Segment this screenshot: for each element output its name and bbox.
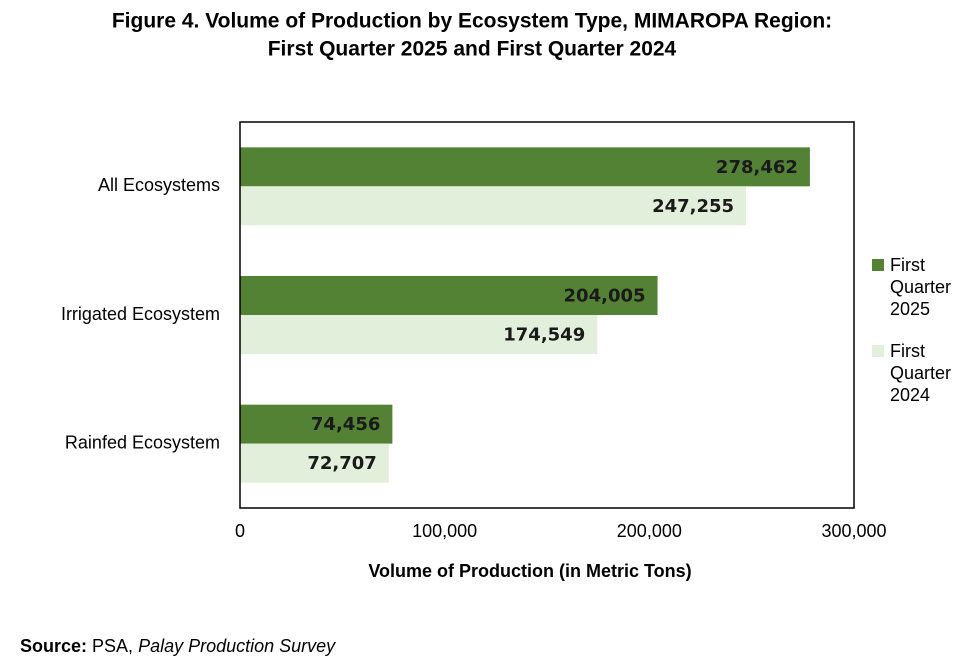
legend-item: First Quarter 2025 [872,254,962,320]
plot-frame [239,121,855,509]
value-label: 174,549 [503,325,585,346]
y-tick-label: All Ecosystems [98,175,220,195]
bar [240,315,598,354]
source-survey: Palay Production Survey [138,636,336,656]
legend-swatch [872,259,884,271]
source: Source: PSA, Palay Production Survey [20,636,335,657]
value-label: 247,255 [652,196,734,217]
source-text: PSA, [87,636,139,656]
x-tick-label: 200,000 [617,521,682,541]
x-axis-label: Volume of Production (in Metric Tons) [368,561,691,581]
chart-title: First Quarter 2025 and First Quarter 202… [268,38,677,61]
value-label: 72,707 [307,453,376,474]
chart-title: Figure 4. Volume of Production by Ecosys… [112,10,832,33]
y-tick-label: Rainfed Ecosystem [65,432,220,452]
legend-swatch [872,345,884,357]
x-tick-label: 0 [235,521,245,541]
legend-label: First Quarter 2025 [890,255,952,319]
bar [240,276,658,315]
bar [240,147,810,187]
x-tick-label: 300,000 [821,521,886,541]
source-label: Source: [20,636,88,656]
x-tick-label: 100,000 [412,521,477,541]
value-label: 278,462 [716,157,798,178]
value-label: 204,005 [564,286,646,307]
legend: First Quarter 2025 First Quarter 2024 [872,254,962,426]
legend-item: First Quarter 2024 [872,340,962,406]
bar [240,443,389,483]
value-label: 74,456 [311,414,380,435]
legend-label: First Quarter 2024 [890,341,952,405]
bar [240,404,393,444]
bar [240,186,747,226]
y-tick-label: Irrigated Ecosystem [61,304,220,324]
